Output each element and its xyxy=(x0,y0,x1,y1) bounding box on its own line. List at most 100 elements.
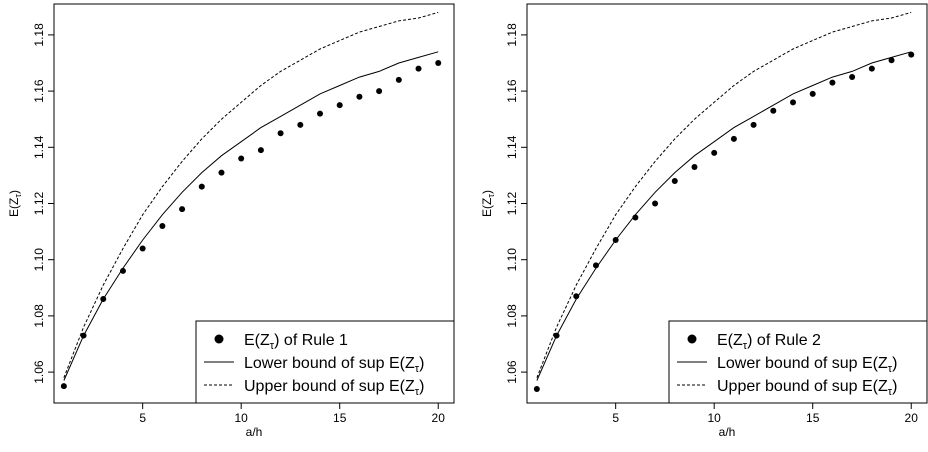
legend-label-text: E(Z xyxy=(717,332,743,349)
data-point xyxy=(671,178,678,185)
data-point xyxy=(336,102,343,109)
data-point xyxy=(711,149,718,156)
data-point xyxy=(238,155,245,162)
data-point xyxy=(533,385,540,392)
legend-label-suffix: ) of Rule 2 xyxy=(747,332,821,349)
legend-label-text: E(Z xyxy=(244,332,270,349)
upper-bound-line xyxy=(536,11,912,378)
legend-label-subscript: τ xyxy=(888,363,893,375)
data-point xyxy=(435,60,442,67)
y-tick-label: 1.14 xyxy=(505,135,519,159)
legend-marker xyxy=(214,334,224,344)
y-tick-label: 1.16 xyxy=(32,79,46,103)
y-tick-label: 1.18 xyxy=(32,23,46,47)
x-tick-label: 10 xyxy=(235,411,249,425)
x-axis-label: a/h xyxy=(246,425,263,439)
data-point xyxy=(888,57,895,64)
lower-bound-line xyxy=(63,51,439,381)
data-point xyxy=(139,245,146,252)
y-tick-label: 1.10 xyxy=(32,248,46,272)
data-point xyxy=(317,110,324,117)
x-tick-label: 5 xyxy=(612,411,619,425)
x-axis-label: a/h xyxy=(719,425,736,439)
legend-label-text: Lower bound of sup E(Z xyxy=(717,355,888,372)
data-point xyxy=(691,163,698,170)
legend-label-subscript: τ xyxy=(743,340,748,352)
data-point xyxy=(415,65,422,72)
data-point xyxy=(376,88,383,95)
data-point xyxy=(277,130,284,137)
legend-label-suffix: ) xyxy=(419,378,424,395)
data-point xyxy=(750,121,757,128)
data-point xyxy=(829,79,836,86)
legend-label: E(Zτ) of Rule 1 xyxy=(244,332,348,352)
data-point xyxy=(809,90,816,97)
legend-label: Upper bound of sup E(Zτ) xyxy=(717,378,897,398)
data-point xyxy=(908,51,915,58)
y-tick-label: 1.08 xyxy=(505,304,519,328)
legend-item: E(Zτ) of Rule 2 xyxy=(687,332,821,352)
legend-label-text: Upper bound of sup E(Z xyxy=(244,378,415,395)
y-tick-label: 1.12 xyxy=(32,191,46,215)
legend-label-suffix: ) of Rule 1 xyxy=(274,332,348,349)
legend-label-subscript: τ xyxy=(270,340,275,352)
y-tick-label: 1.06 xyxy=(32,360,46,384)
data-point xyxy=(257,147,264,154)
data-point xyxy=(356,93,363,100)
upper-bound-line xyxy=(63,11,439,378)
legend-box xyxy=(195,320,455,404)
data-point xyxy=(849,74,856,81)
y-tick-label: 1.16 xyxy=(505,79,519,103)
legend-label-subscript: τ xyxy=(415,363,420,375)
legend-label: Lower bound of sup E(Zτ) xyxy=(717,355,897,375)
data-point xyxy=(119,267,126,274)
legend-box xyxy=(668,320,928,404)
legend-label: Upper bound of sup E(Zτ) xyxy=(244,378,424,398)
lower-bound-line xyxy=(536,51,912,381)
legend-item: Upper bound of sup E(Zτ) xyxy=(677,378,897,398)
legend-item: Lower bound of sup E(Zτ) xyxy=(204,355,424,375)
x-tick-label: 5 xyxy=(139,411,146,425)
chart-panel-2: 5 10 15 20 1.06 1.08 1.10 1.12 1.14 1.16 1.18 a/h E(… xyxy=(480,3,928,439)
y-tick-label: 1.10 xyxy=(505,248,519,272)
y-tick-label: 1.14 xyxy=(32,135,46,159)
data-point xyxy=(770,107,777,114)
legend-item: Lower bound of sup E(Zτ) xyxy=(677,355,897,375)
legend-label: E(Zτ) of Rule 2 xyxy=(717,332,821,352)
legend-label-text: Upper bound of sup E(Z xyxy=(717,378,888,395)
legend-item: Upper bound of sup E(Zτ) xyxy=(204,378,424,398)
y-tick-label: 1.18 xyxy=(505,23,519,47)
legend-marker xyxy=(687,334,697,344)
y-tick-label: 1.06 xyxy=(505,360,519,384)
chart-panel-1: 5 10 15 20 1.06 1.08 1.10 1.12 1.14 1.16 1.18 a/h E(… xyxy=(7,3,455,439)
data-point xyxy=(395,76,402,83)
legend-label: Lower bound of sup E(Zτ) xyxy=(244,355,424,375)
y-axis-label-close: ) xyxy=(7,190,21,194)
data-point xyxy=(652,200,659,207)
y-axis-label-text: E(Z xyxy=(480,198,494,217)
y-tick-label: 1.12 xyxy=(505,191,519,215)
y-axis-label-subscript: τ xyxy=(13,194,23,198)
data-point xyxy=(868,65,875,72)
data-point xyxy=(198,183,205,190)
data-point xyxy=(573,293,580,300)
data-point xyxy=(179,206,186,213)
y-axis-label: E(Zτ) xyxy=(480,190,496,217)
legend-label-subscript: τ xyxy=(888,386,893,398)
legend-label-suffix: ) xyxy=(892,355,897,372)
x-tick-label: 10 xyxy=(708,411,722,425)
y-axis-label-text: E(Z xyxy=(7,198,21,217)
x-tick-label: 15 xyxy=(806,411,820,425)
legend-label-suffix: ) xyxy=(419,355,424,372)
x-tick-label: 20 xyxy=(905,411,919,425)
data-point xyxy=(790,99,797,106)
legend-label-text: Lower bound of sup E(Z xyxy=(244,355,415,372)
y-axis-label-close: ) xyxy=(480,190,494,194)
y-axis-label-subscript: τ xyxy=(486,194,496,198)
x-tick-label: 15 xyxy=(333,411,347,425)
y-tick-label: 1.08 xyxy=(32,304,46,328)
